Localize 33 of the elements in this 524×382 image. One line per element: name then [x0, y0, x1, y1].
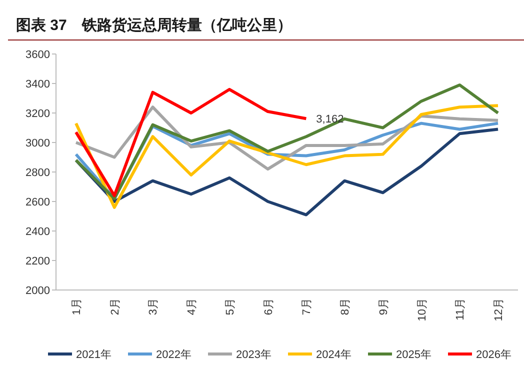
data-label: 3,162 [316, 114, 344, 126]
x-tick-label: 3月 [148, 298, 160, 316]
x-tick-label: 10月 [416, 298, 428, 322]
legend-label: 2025年 [396, 349, 432, 361]
y-tick-label: 2600 [26, 196, 50, 208]
line-series [74, 106, 500, 171]
y-tick-label: 3000 [26, 138, 50, 150]
line-series [74, 88, 308, 198]
y-tick-label: 2400 [26, 226, 50, 238]
legend-label: 2024年 [316, 349, 352, 361]
legend-label: 2026年 [476, 349, 512, 361]
x-tick-label: 9月 [378, 298, 390, 316]
legend-label: 2023年 [236, 349, 272, 361]
y-tick-label: 2000 [26, 285, 50, 297]
x-tick-label: 6月 [262, 298, 275, 316]
y-tick-label: 2800 [26, 167, 50, 179]
line-series [74, 104, 500, 209]
y-tick-label: 2200 [26, 256, 50, 268]
y-tick-label: 3200 [26, 108, 50, 120]
x-tick-label: 12月 [493, 298, 505, 322]
x-tick-label: 7月 [301, 298, 314, 316]
x-tick-label: 4月 [186, 298, 198, 316]
legend-label: 2021年 [76, 349, 112, 361]
x-tick-label: 8月 [340, 298, 352, 316]
y-tick-label: 3600 [26, 49, 50, 61]
x-tick-label: 5月 [224, 298, 236, 316]
legend-label: 2022年 [156, 349, 192, 361]
line-series [74, 83, 500, 200]
x-tick-label: 2月 [109, 298, 122, 316]
y-tick-label: 3400 [26, 78, 50, 90]
chart-title: 图表 37 铁路货运总周转量（亿吨公里） [16, 17, 292, 34]
x-tick-label: 1月 [71, 298, 83, 316]
x-tick-label: 11月 [454, 298, 467, 320]
